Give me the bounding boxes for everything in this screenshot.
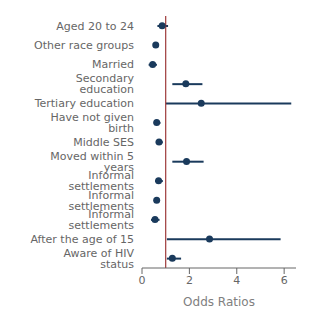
svg-text:Informalsettlements: Informalsettlements xyxy=(69,208,135,232)
svg-text:6: 6 xyxy=(281,274,288,287)
svg-text:4: 4 xyxy=(233,274,240,287)
svg-text:Aware of HIVstatus: Aware of HIVstatus xyxy=(63,247,134,271)
svg-text:2: 2 xyxy=(186,274,193,287)
svg-text:After the age of 15: After the age of 15 xyxy=(30,233,134,246)
svg-text:Secondaryeducation: Secondaryeducation xyxy=(76,72,135,96)
svg-text:0: 0 xyxy=(139,274,146,287)
svg-text:Odds Ratios: Odds Ratios xyxy=(183,295,255,309)
svg-text:Married: Married xyxy=(92,58,134,71)
svg-text:Have not givenbirth: Have not givenbirth xyxy=(50,111,134,135)
svg-text:Other race groups: Other race groups xyxy=(34,39,134,52)
svg-text:Middle SES: Middle SES xyxy=(73,136,134,149)
svg-text:Tertiary education: Tertiary education xyxy=(34,97,134,110)
svg-text:Aged 20 to 24: Aged 20 to 24 xyxy=(56,20,134,33)
